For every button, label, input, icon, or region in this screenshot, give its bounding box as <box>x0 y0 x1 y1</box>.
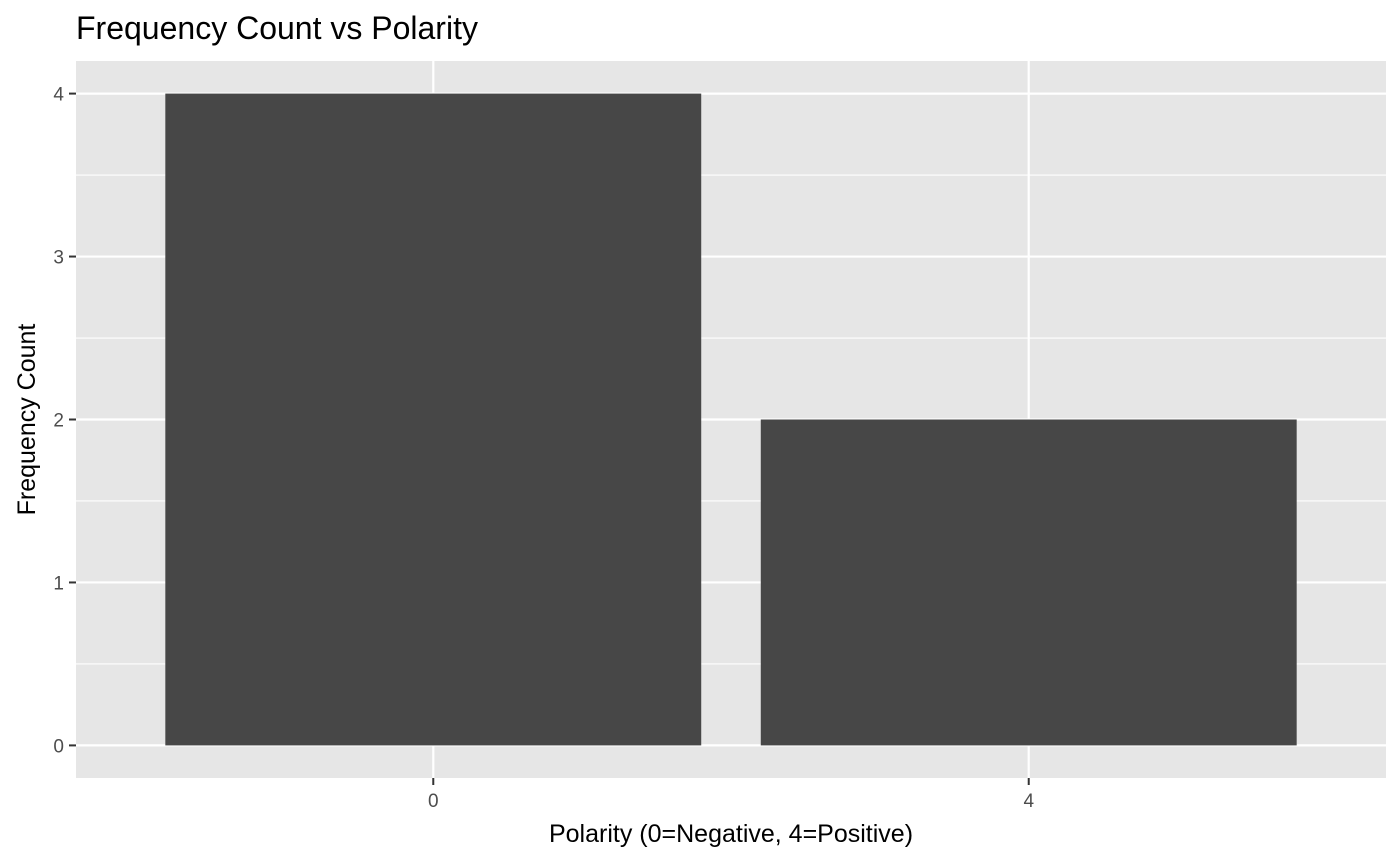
y-tick-label: 1 <box>53 573 64 594</box>
x-tick-label: 0 <box>428 791 439 812</box>
bars <box>165 93 1297 746</box>
x-tick-label: 4 <box>1023 791 1034 812</box>
y-tick-label: 0 <box>53 736 64 757</box>
axis-ticks: 0 1 2 3 4 0 4 <box>53 85 1034 812</box>
chart-title: Frequency Count vs Polarity <box>76 10 478 46</box>
bar-0 <box>165 93 702 746</box>
y-axis-title: Frequency Count <box>13 324 41 516</box>
bar-4 <box>760 419 1297 746</box>
y-tick-label: 3 <box>53 248 64 269</box>
x-axis-title: Polarity (0=Negative, 4=Positive) <box>549 820 913 848</box>
y-tick-label: 4 <box>53 85 64 106</box>
y-tick-label: 2 <box>53 411 64 432</box>
